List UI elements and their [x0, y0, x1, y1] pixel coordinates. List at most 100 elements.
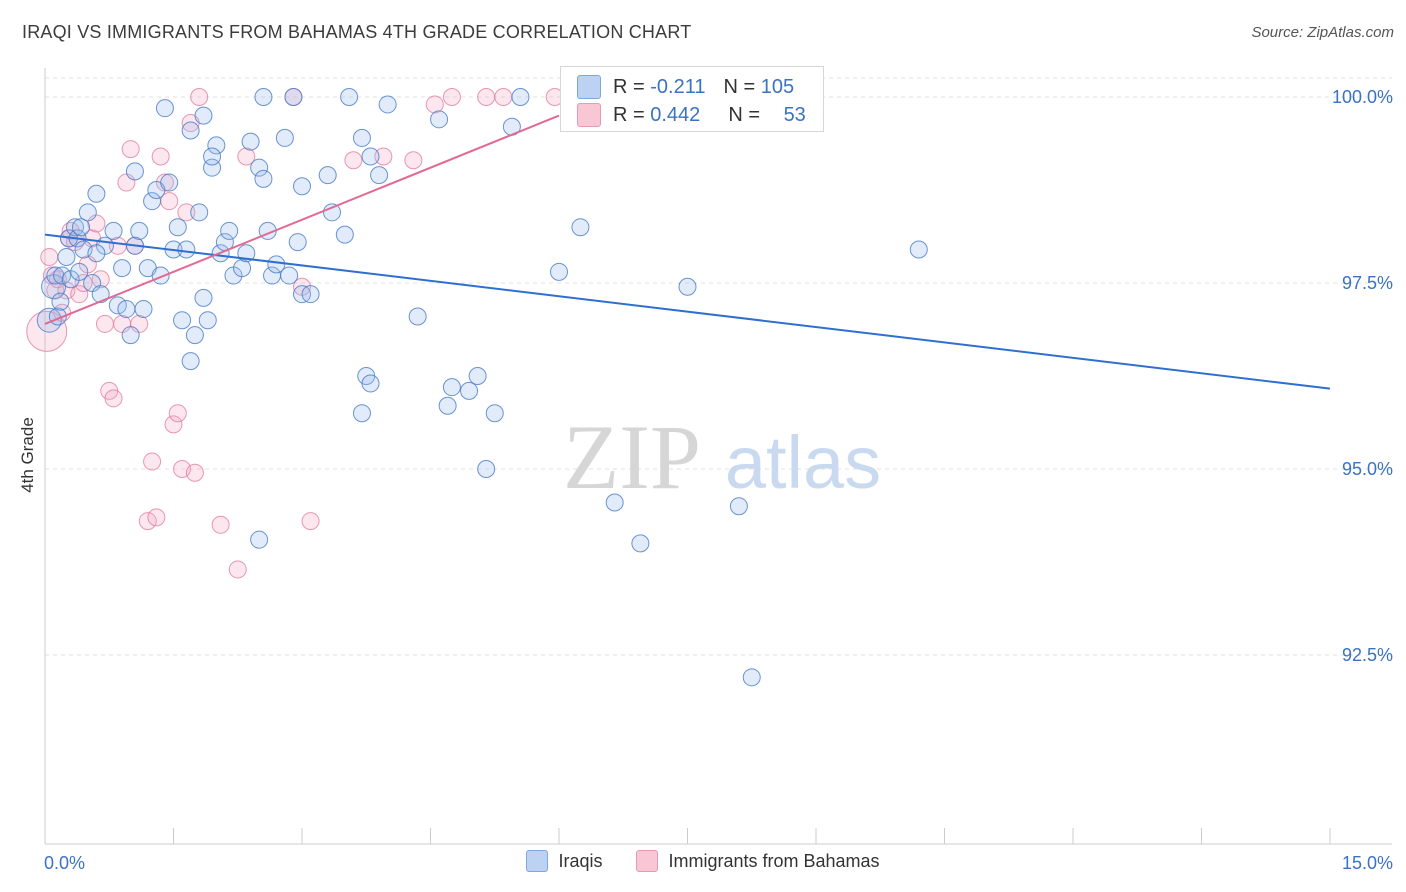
watermark-zip: ZIP	[563, 406, 701, 508]
bahamas-point	[147, 508, 166, 527]
iraqis-point	[254, 88, 273, 106]
iraqis-point	[203, 147, 222, 166]
n-label: N =	[723, 75, 761, 98]
iraqis-point	[70, 262, 89, 281]
bahamas-point	[143, 452, 162, 471]
iraqis-trend-line	[44, 233, 1331, 390]
iraqis-point	[293, 177, 311, 196]
bahamas-point	[404, 151, 423, 170]
bahamas-point	[91, 270, 110, 289]
iraqis-point	[173, 311, 192, 330]
iraqis-point	[729, 497, 748, 516]
iraqis-point	[87, 244, 106, 263]
iraqis-point	[130, 221, 149, 240]
iraqis-point	[57, 247, 76, 266]
iraqis-point	[78, 203, 97, 222]
bahamas-point	[477, 88, 496, 106]
iraqis-point	[352, 404, 371, 423]
iraqis-point	[198, 311, 217, 330]
tick-labels: 92.5% 95.0% 97.5% 100.0% 0.0% 15.0%	[44, 87, 1393, 873]
iraqis-point	[485, 404, 504, 423]
iraqis-point	[121, 326, 140, 345]
bahamas-point	[185, 463, 204, 482]
y-tick-label: 92.5%	[1342, 645, 1393, 665]
legend-item-bahamas[interactable]: Immigrants from Bahamas	[636, 850, 880, 872]
bahamas-point	[164, 415, 183, 434]
bahamas-point	[494, 88, 513, 106]
bahamas-point	[95, 314, 114, 333]
iraqis-point	[134, 300, 153, 319]
bahamas-swatch	[636, 850, 659, 872]
iraqis-point	[284, 88, 303, 106]
bahamas-point	[26, 310, 68, 352]
iraqis-point	[468, 367, 487, 385]
iraqis-point	[168, 218, 187, 237]
iraqis-point	[220, 221, 239, 240]
bahamas-point	[344, 151, 363, 170]
r-label: R =	[613, 75, 651, 98]
bahamas-point	[138, 512, 157, 531]
iraqis-point	[190, 203, 209, 222]
iraqis-point	[571, 218, 590, 237]
iraqis-point	[322, 203, 341, 222]
y-tick-label: 97.5%	[1342, 273, 1393, 293]
iraqis-point	[250, 530, 269, 549]
iraqis-point	[194, 288, 213, 307]
iraqis-point	[65, 218, 84, 237]
bahamas-point	[40, 247, 59, 266]
iraqis-swatch	[526, 850, 549, 872]
iraqis-point	[511, 88, 530, 106]
iraqis-point	[378, 95, 397, 114]
iraqis-point	[335, 225, 354, 244]
trend-lines	[44, 114, 1331, 390]
iraqis-point	[550, 262, 568, 281]
iraqis-point	[909, 240, 928, 259]
iraqis-point	[233, 259, 252, 278]
iraqis-swatch	[577, 75, 601, 99]
iraqis-point	[160, 173, 179, 192]
iraqis-point	[155, 99, 174, 118]
bottom-legend: Iraqis Immigrants from Bahamas	[0, 850, 1406, 872]
iraqis-point	[53, 266, 72, 285]
bahamas-trend-line	[44, 114, 560, 325]
legend-label-iraqis: Iraqis	[558, 850, 603, 871]
iraqis-point	[301, 285, 320, 304]
bahamas-point	[237, 147, 256, 166]
bahamas-point	[374, 147, 393, 166]
iraqis-point	[104, 221, 123, 240]
iraqis-point	[267, 255, 286, 274]
iraqis-point	[241, 132, 260, 151]
n-label: N =	[728, 103, 766, 126]
x-tick-label: 15.0%	[1342, 853, 1393, 873]
iraqis-point	[46, 266, 65, 285]
iraqis-point	[91, 285, 110, 304]
source-label: Source: ZipAtlas.com	[1251, 24, 1394, 41]
iraqis-point	[442, 378, 461, 397]
iraqis-point	[250, 158, 269, 177]
bahamas-point	[228, 560, 247, 579]
iraqis-point	[430, 110, 449, 129]
bahamas-point	[177, 203, 196, 222]
stats-legend: R = -0.211 N = 105 R = 0.442 N = 53	[560, 66, 824, 132]
iraqis-point	[742, 668, 761, 687]
legend-item-iraqis[interactable]: Iraqis	[526, 850, 602, 872]
watermark: ZIP atlas	[563, 406, 881, 508]
bahamas-point	[442, 88, 461, 106]
iraqis-point	[280, 266, 299, 285]
axes	[44, 68, 1392, 845]
iraqis-point	[185, 326, 204, 345]
iraqis-point	[275, 128, 294, 147]
bahamas-point	[190, 88, 209, 106]
iraqis-point	[340, 88, 359, 106]
stats-row-bahamas: R = 0.442 N = 53	[577, 103, 806, 127]
iraqis-point	[361, 374, 380, 393]
x-tick-label: 0.0%	[44, 853, 85, 873]
iraqis-point	[352, 128, 371, 147]
iraqis-point	[113, 259, 132, 278]
stats-row-iraqis: R = -0.211 N = 105	[577, 75, 794, 99]
r-value: -0.211	[650, 75, 706, 98]
iraqis-point	[125, 162, 144, 181]
iraqis-point	[370, 166, 389, 185]
iraqis-point	[254, 169, 273, 188]
